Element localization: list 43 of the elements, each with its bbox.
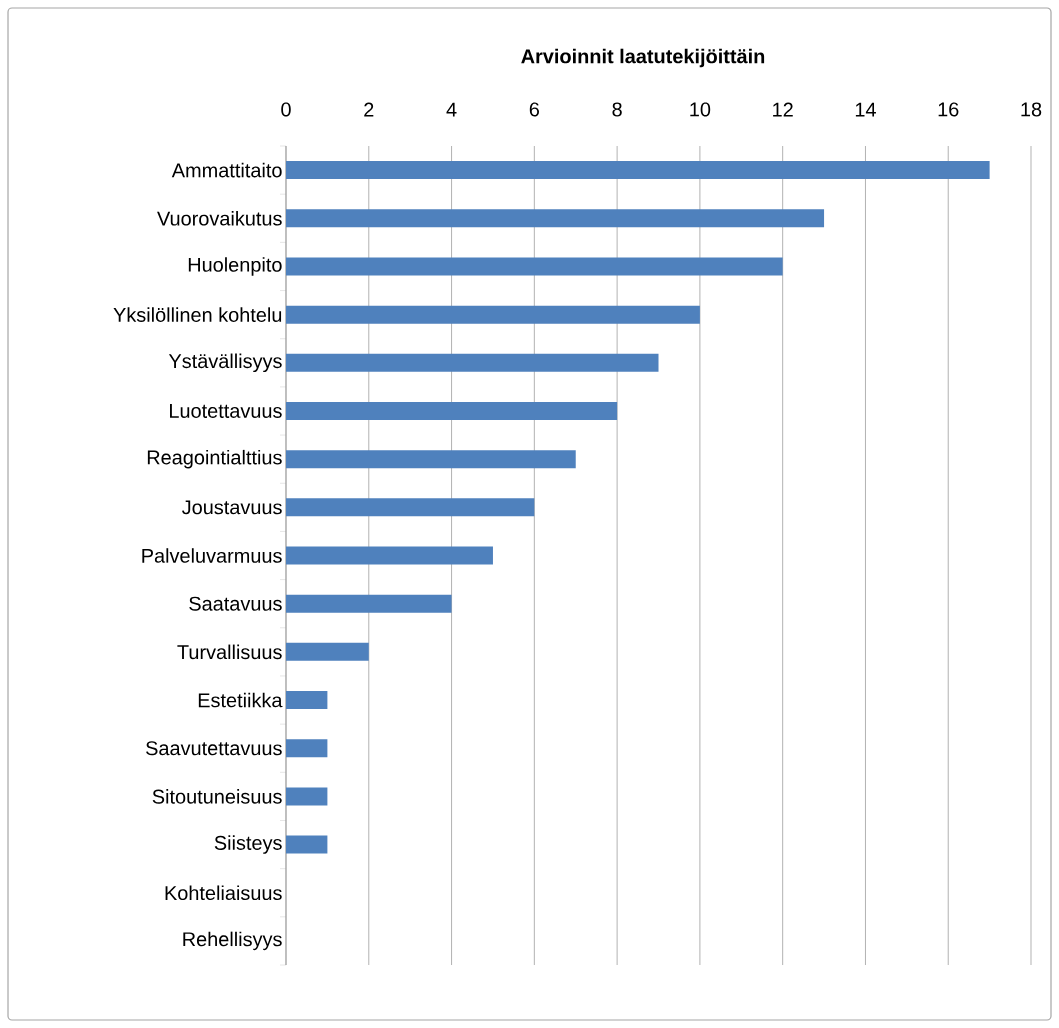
y-tick-label: Vuorovaikutus bbox=[157, 210, 282, 226]
x-tick-label: 10 bbox=[690, 102, 711, 117]
y-tick-label: Saatavuus bbox=[189, 596, 282, 611]
y-tick-label: Estetiikka bbox=[198, 692, 283, 708]
y-tick-label: Saavutettavuus bbox=[146, 741, 282, 756]
y-tick-label: Kohteliaisuus bbox=[165, 885, 282, 901]
chart-title: Arvioinnit laatutekijöittäin bbox=[521, 48, 765, 68]
x-tick-label: 2 bbox=[364, 102, 374, 117]
y-tick-label: Palveluvarmuus bbox=[142, 548, 282, 563]
bar bbox=[286, 546, 493, 565]
y-tick-label: Luotettavuus bbox=[170, 404, 282, 418]
y-tick-label: Huolenpito bbox=[188, 257, 282, 276]
y-tick-label: Rehellisyys bbox=[183, 931, 282, 951]
y-tick-label: Yksilöllinen kohtelu bbox=[113, 307, 282, 322]
bar bbox=[286, 691, 328, 710]
y-tick-label: Reagointialttius bbox=[147, 449, 282, 469]
bar bbox=[286, 209, 825, 228]
x-tick-label: 6 bbox=[529, 102, 539, 117]
x-tick-label: 8 bbox=[612, 102, 622, 117]
y-tick-label: Ammattitaito bbox=[171, 162, 282, 178]
y-tick-label: Joustavuus bbox=[182, 500, 282, 515]
y-tick-label: Siisteys bbox=[214, 835, 282, 854]
bar bbox=[286, 594, 452, 613]
x-tick-label: 18 bbox=[1021, 102, 1042, 117]
x-tick-label: 16 bbox=[938, 102, 959, 117]
x-tick-label: 12 bbox=[773, 102, 793, 117]
bar bbox=[286, 450, 576, 469]
bar bbox=[286, 642, 369, 661]
x-tick-label: 14 bbox=[855, 102, 876, 117]
y-tick-label: Sitoutuneisuus bbox=[152, 789, 282, 804]
bar bbox=[286, 498, 535, 517]
bar bbox=[286, 787, 328, 806]
x-tick-label: 0 bbox=[281, 102, 291, 117]
bar bbox=[286, 739, 328, 758]
bar bbox=[286, 305, 700, 324]
bar bbox=[286, 353, 659, 372]
y-tick-label: Ystävällisyys bbox=[168, 353, 282, 373]
bar bbox=[286, 257, 783, 276]
bar bbox=[286, 401, 618, 420]
x-tick-label: 4 bbox=[446, 102, 457, 117]
y-tick-label: Turvallisuus bbox=[177, 644, 282, 660]
bar bbox=[286, 835, 328, 854]
bar bbox=[286, 161, 990, 180]
